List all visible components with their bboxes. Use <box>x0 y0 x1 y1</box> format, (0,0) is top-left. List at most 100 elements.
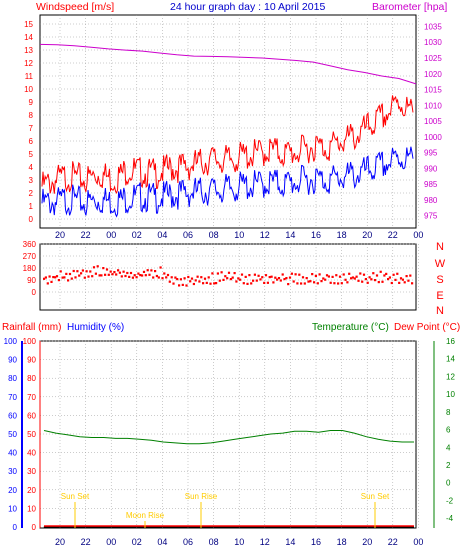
direction-point <box>172 282 175 285</box>
humidity-tick-label: 10 <box>8 504 17 513</box>
direction-point <box>50 280 53 283</box>
direction-point <box>187 275 190 279</box>
direction-point <box>301 276 305 279</box>
direction-point <box>252 279 255 282</box>
p1-x-tick-label: 02 <box>132 230 142 240</box>
p1-x-tick-label: 14 <box>285 230 295 240</box>
direction-point <box>207 276 210 279</box>
rainfall-tick-label: 80 <box>27 374 36 383</box>
direction-tick-label: 270 <box>23 252 37 261</box>
direction-point <box>248 274 251 277</box>
direction-point <box>388 276 391 279</box>
wind-baro-panel <box>39 14 417 229</box>
temperature-label: Temperature (°C) <box>312 322 389 333</box>
direction-point <box>98 274 101 277</box>
direction-point <box>80 272 83 275</box>
p3-x-tick-label: 06 <box>183 537 193 547</box>
temperature-tick-label: 14 <box>446 355 455 364</box>
windspeed-tick-label: 9 <box>29 98 34 107</box>
direction-point <box>350 277 353 280</box>
direction-point <box>381 280 384 283</box>
compass-label-e: E <box>436 290 443 302</box>
direction-point <box>333 282 336 285</box>
p1-x-tick-label: 22 <box>388 230 398 240</box>
p3-x-tick-label: 08 <box>209 537 219 547</box>
direction-point <box>161 277 164 280</box>
direction-point <box>276 278 279 281</box>
direction-point <box>392 273 395 276</box>
direction-point <box>364 278 367 281</box>
windspeed-tick-label: 3 <box>29 176 34 185</box>
direction-point <box>394 278 397 281</box>
direction-point <box>198 280 201 283</box>
humidity-tick-label: 90 <box>8 356 17 365</box>
temperature-tick-label: 8 <box>446 408 451 417</box>
direction-point <box>146 269 149 272</box>
barometer-tick-label: 1035 <box>424 22 442 31</box>
direction-point <box>237 277 240 280</box>
p1-x-tick-label: 00 <box>413 230 423 240</box>
direction-point <box>242 282 245 285</box>
direction-point <box>128 275 131 278</box>
p3-x-tick-label: 20 <box>362 537 372 547</box>
direction-point <box>205 281 208 284</box>
compass-label-w: W <box>435 258 446 270</box>
p3-x-tick-label: 18 <box>337 537 347 547</box>
direction-point <box>250 282 253 285</box>
direction-point <box>277 277 281 280</box>
p1-x-tick-label: 16 <box>311 230 321 240</box>
p1-x-tick-label: 10 <box>234 230 244 240</box>
temperature-line <box>43 430 414 445</box>
direction-point <box>288 276 292 279</box>
windspeed-tick-label: 12 <box>24 59 33 68</box>
direction-point <box>407 279 410 282</box>
series-layer <box>39 43 417 528</box>
direction-point <box>211 272 214 275</box>
p3-x-tick-label: 12 <box>260 537 270 547</box>
rainfall-tick-label: 70 <box>27 393 36 402</box>
windspeed-header: Windspeed [m/s] <box>36 1 114 13</box>
direction-point <box>178 284 181 287</box>
rainfall-tick-label: 20 <box>27 486 36 495</box>
direction-tick-label: 360 <box>23 240 37 249</box>
direction-point <box>253 273 256 276</box>
direction-point <box>235 280 238 283</box>
wind-direction-panel <box>39 243 417 311</box>
direction-point <box>170 276 173 279</box>
humidity-tick-label: 50 <box>8 430 17 439</box>
direction-point <box>137 272 140 275</box>
humidity-tick-label: 40 <box>8 449 17 458</box>
p1-x-tick-label: 18 <box>337 230 347 240</box>
direction-point <box>335 274 338 277</box>
direction-point <box>337 282 340 285</box>
direction-point <box>348 272 351 275</box>
rainfall-tick-label: 60 <box>27 411 36 420</box>
direction-point <box>231 276 234 279</box>
direction-point <box>316 282 319 285</box>
direction-point <box>152 276 155 279</box>
direction-point <box>268 276 271 279</box>
barometer-tick-label: 1020 <box>424 70 442 79</box>
direction-point <box>375 274 379 277</box>
direction-point <box>285 277 288 280</box>
direction-point <box>298 273 301 276</box>
direction-point <box>281 273 284 276</box>
direction-point <box>296 282 299 285</box>
direction-point <box>329 281 332 284</box>
direction-point <box>72 269 75 273</box>
temperature-tick-label: 4 <box>446 443 451 452</box>
direction-point <box>135 276 138 279</box>
barometer-tick-label: 1005 <box>424 117 442 126</box>
barometer-tick-label: 1030 <box>424 38 442 47</box>
sunrise-label: Sun Rise <box>185 492 218 501</box>
p3-x-tick-label: 00 <box>106 537 116 547</box>
barometer-header: Barometer [hpa] <box>372 1 447 13</box>
direction-point <box>181 283 184 286</box>
direction-point <box>240 273 244 276</box>
direction-point <box>294 273 297 276</box>
direction-point <box>259 278 262 281</box>
direction-point <box>220 271 223 274</box>
direction-point <box>270 275 273 278</box>
direction-point <box>303 282 306 285</box>
direction-point <box>122 270 125 273</box>
